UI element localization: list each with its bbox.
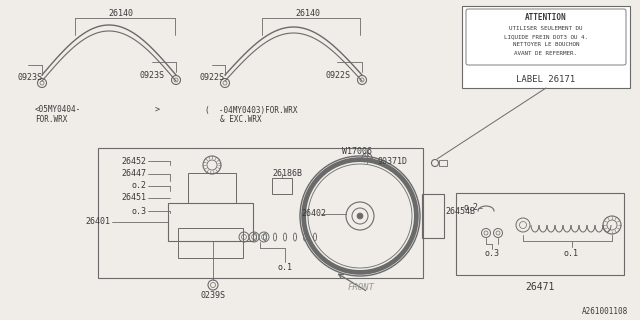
Text: o.3: o.3 <box>131 206 146 215</box>
Text: 26451: 26451 <box>121 194 146 203</box>
Text: 0923S: 0923S <box>140 70 165 79</box>
Text: FOR.WRX: FOR.WRX <box>35 116 67 124</box>
Circle shape <box>357 213 363 219</box>
Text: 26402: 26402 <box>301 209 326 218</box>
Text: LABEL 26171: LABEL 26171 <box>516 76 575 84</box>
Text: o.2: o.2 <box>131 181 146 190</box>
Text: LIQUIDE FREIN DOT3 OU 4.: LIQUIDE FREIN DOT3 OU 4. <box>504 34 588 39</box>
Text: NETTOYER LE BOUCHON: NETTOYER LE BOUCHON <box>513 43 579 47</box>
Text: o.3: o.3 <box>484 249 499 258</box>
Bar <box>439 160 447 166</box>
Text: >: > <box>155 106 160 115</box>
Text: 26452: 26452 <box>121 156 146 165</box>
Text: 90371D: 90371D <box>378 157 408 166</box>
FancyBboxPatch shape <box>466 9 626 65</box>
Text: 26140: 26140 <box>295 10 320 19</box>
Bar <box>98 148 423 278</box>
Text: o.1: o.1 <box>564 249 579 258</box>
Text: AVANT DE REFERMER.: AVANT DE REFERMER. <box>515 51 577 56</box>
Text: 0239S: 0239S <box>200 291 225 300</box>
Text: 26447: 26447 <box>121 170 146 179</box>
Text: 26454B: 26454B <box>445 206 475 215</box>
Text: FRONT: FRONT <box>348 284 375 292</box>
Bar <box>168 203 253 241</box>
Bar <box>272 178 292 194</box>
Text: W17006: W17006 <box>342 148 372 156</box>
Text: o.1: o.1 <box>278 263 292 273</box>
Text: 0922S: 0922S <box>326 70 351 79</box>
Text: 26401: 26401 <box>85 218 110 227</box>
Bar <box>188 173 236 203</box>
Text: 26186B: 26186B <box>272 170 302 179</box>
Text: 26471: 26471 <box>525 282 555 292</box>
Text: (  -04MY0403)FOR.WRX: ( -04MY0403)FOR.WRX <box>205 106 298 115</box>
Text: 26140: 26140 <box>108 10 133 19</box>
Text: 0923S: 0923S <box>18 74 43 83</box>
Text: & EXC.WRX: & EXC.WRX <box>220 116 262 124</box>
Text: <05MY0404-: <05MY0404- <box>35 106 81 115</box>
Bar <box>178 228 243 258</box>
Circle shape <box>306 162 414 270</box>
Text: o.2: o.2 <box>464 204 479 212</box>
Bar <box>456 193 624 275</box>
Text: 0922S: 0922S <box>200 74 225 83</box>
Text: ATTENTION: ATTENTION <box>525 13 567 22</box>
Text: UTILISER SEULEMENT DU: UTILISER SEULEMENT DU <box>509 26 583 30</box>
Bar <box>422 194 444 238</box>
Bar <box>462 6 630 88</box>
Text: A261001108: A261001108 <box>582 308 628 316</box>
